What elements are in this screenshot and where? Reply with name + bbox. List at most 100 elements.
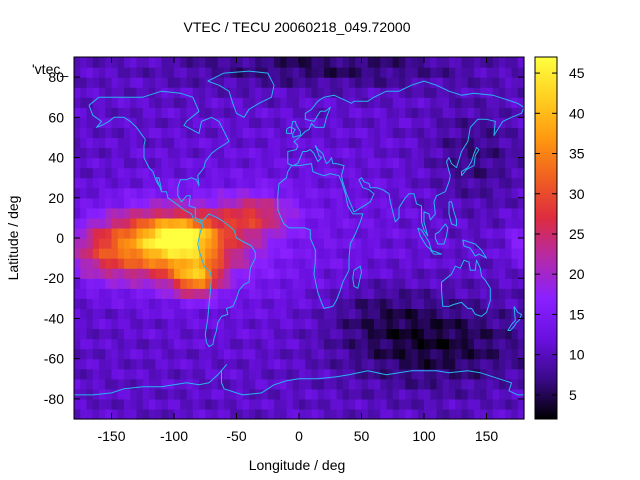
- heat-cell: [142, 298, 150, 309]
- heat-cell: [192, 97, 200, 108]
- heat-cell: [392, 378, 400, 390]
- heat-cell: [186, 348, 194, 360]
- heat-cell: [449, 167, 456, 179]
- heat-cell: [230, 217, 238, 229]
- heat-cell: [230, 288, 238, 299]
- heat-cell: [217, 348, 225, 360]
- heat-cell: [349, 298, 356, 309]
- heat-cell: [442, 207, 450, 219]
- heat-cell: [192, 107, 200, 118]
- heat-cell: [205, 197, 213, 209]
- heat-cell: [511, 107, 519, 118]
- heat-cell: [261, 378, 269, 390]
- heat-cell: [405, 398, 413, 410]
- heat-cell: [130, 87, 138, 98]
- heat-cell: [155, 258, 163, 269]
- heat-cell: [142, 127, 150, 139]
- heat-cell: [317, 378, 325, 390]
- heat-cell: [105, 338, 113, 350]
- heat-cell: [205, 318, 213, 330]
- heat-cell: [517, 187, 525, 199]
- heat-cell: [436, 117, 444, 128]
- heat-cell: [430, 338, 438, 350]
- heat-cell: [411, 157, 419, 169]
- vtec-heatmap: [74, 57, 525, 420]
- heat-cell: [255, 268, 263, 279]
- heat-cell: [317, 197, 325, 209]
- heat-cell: [480, 388, 488, 400]
- heat-cell: [330, 358, 338, 370]
- heat-cell: [361, 238, 369, 249]
- heat-cell: [211, 137, 219, 149]
- heat-cell: [136, 288, 144, 299]
- heat-cell: [249, 117, 256, 128]
- heat-cell: [386, 147, 394, 159]
- heat-cell: [449, 328, 456, 340]
- heat-cell: [99, 348, 106, 360]
- heat-cell: [492, 57, 500, 68]
- heat-cell: [92, 288, 100, 299]
- heat-cell: [167, 278, 175, 289]
- heat-cell: [105, 87, 113, 98]
- heat-cell: [92, 298, 100, 309]
- heat-cell: [517, 258, 525, 269]
- heat-cell: [305, 248, 313, 259]
- heat-cell: [405, 318, 413, 330]
- heat-cell: [255, 217, 263, 229]
- y-tick-label: 40: [48, 150, 64, 166]
- heat-cell: [399, 308, 406, 320]
- heat-cell: [142, 348, 150, 360]
- heat-cell: [355, 378, 363, 390]
- heat-cell: [324, 288, 331, 299]
- heat-cell: [205, 157, 213, 169]
- heat-cell: [261, 87, 269, 98]
- heat-cell: [111, 137, 119, 149]
- heat-cell: [205, 97, 213, 108]
- heat-cell: [499, 197, 506, 209]
- heat-cell: [236, 117, 244, 128]
- heat-cell: [305, 167, 313, 179]
- heat-cell: [249, 127, 256, 139]
- heat-cell: [261, 318, 269, 330]
- heat-cell: [374, 167, 381, 179]
- heat-cell: [155, 328, 163, 340]
- heat-cell: [411, 57, 419, 68]
- heat-cell: [455, 87, 463, 98]
- heat-cell: [361, 358, 369, 370]
- heat-cell: [486, 157, 494, 169]
- heat-cell: [186, 268, 194, 279]
- heat-cell: [317, 368, 325, 380]
- heat-cell: [230, 227, 238, 239]
- heat-cell: [317, 288, 325, 299]
- heat-cell: [230, 57, 238, 68]
- heat-cell: [474, 318, 481, 330]
- heat-cell: [236, 107, 244, 118]
- heat-cell: [111, 57, 119, 68]
- heat-cell: [374, 298, 381, 309]
- heat-cell: [386, 107, 394, 118]
- heat-cell: [117, 348, 125, 360]
- heat-cell: [442, 348, 450, 360]
- heat-cell: [286, 77, 294, 88]
- coastline-north-america: [88, 90, 230, 225]
- heat-cell: [149, 308, 156, 320]
- heat-cell: [330, 368, 338, 380]
- heat-cell: [305, 67, 313, 78]
- heat-cell: [80, 338, 88, 350]
- heat-cell: [317, 127, 325, 139]
- heat-cell: [355, 227, 363, 239]
- heat-cell: [299, 167, 306, 179]
- heat-cell: [180, 167, 188, 179]
- heat-cell: [342, 207, 350, 219]
- heat-cell: [249, 57, 256, 68]
- heat-cell: [211, 147, 219, 159]
- heat-cell: [236, 308, 244, 320]
- heat-cell: [130, 177, 138, 189]
- heat-cell: [161, 298, 169, 309]
- heat-cell: [261, 278, 269, 289]
- heat-cell: [399, 358, 406, 370]
- heat-cell: [467, 217, 475, 229]
- heat-cell: [180, 197, 188, 209]
- heat-cell: [449, 147, 456, 159]
- heat-cell: [224, 378, 231, 390]
